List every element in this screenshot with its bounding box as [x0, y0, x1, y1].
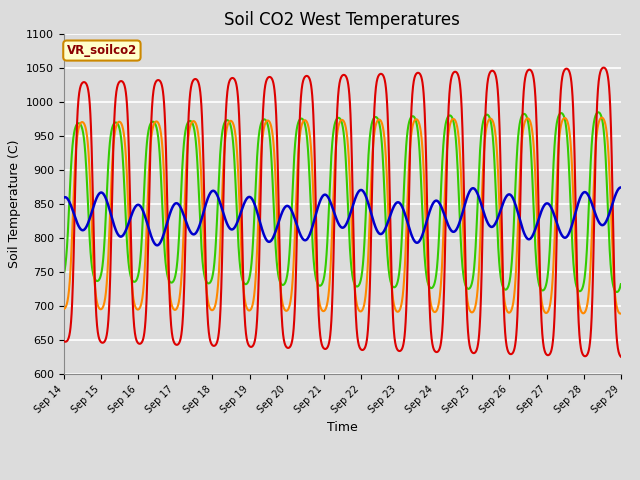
Title: Soil CO2 West Temperatures: Soil CO2 West Temperatures: [225, 11, 460, 29]
TCW_2: [124, 186, 131, 192]
TCW_3: [124, 247, 131, 253]
TCW_3: [298, 116, 305, 121]
TCW_1: [617, 354, 625, 360]
TCW_4: [274, 222, 282, 228]
TCW_3: [60, 271, 68, 276]
Y-axis label: Soil Temperature (C): Soil Temperature (C): [8, 140, 20, 268]
TCW_2: [274, 226, 282, 231]
TCW_2: [617, 311, 625, 316]
TCW_1: [124, 110, 131, 116]
TCW_3: [606, 253, 614, 259]
TCW_4: [606, 209, 614, 215]
TCW_4: [154, 242, 161, 248]
TCW_3: [617, 281, 625, 287]
TCW_4: [60, 195, 68, 201]
TCW_3: [274, 267, 282, 273]
TCW_1: [600, 65, 607, 71]
TCW_2: [60, 306, 68, 312]
X-axis label: Time: Time: [327, 421, 358, 434]
TCW_3: [595, 109, 602, 115]
TCW_1: [60, 338, 68, 344]
TCW_1: [298, 86, 305, 92]
TCW_1: [157, 79, 164, 84]
TCW_1: [546, 351, 554, 357]
TCW_3: [546, 244, 554, 250]
TCW_2: [546, 303, 554, 309]
Line: TCW_1: TCW_1: [64, 68, 621, 357]
TCW_1: [274, 152, 282, 158]
Line: TCW_4: TCW_4: [64, 187, 621, 245]
TCW_4: [124, 223, 131, 229]
TCW_2: [616, 311, 624, 316]
Line: TCW_3: TCW_3: [64, 112, 621, 292]
TCW_4: [298, 235, 306, 240]
TCW_2: [298, 122, 305, 128]
TCW_3: [157, 166, 164, 171]
Line: TCW_2: TCW_2: [64, 118, 621, 313]
TCW_4: [546, 203, 554, 208]
TCW_4: [157, 239, 164, 245]
TCW_2: [157, 128, 164, 133]
TCW_1: [606, 100, 614, 106]
TCW_2: [598, 115, 605, 120]
TCW_4: [617, 184, 625, 190]
TCW_2: [606, 184, 614, 190]
Text: VR_soilco2: VR_soilco2: [67, 44, 137, 57]
TCW_3: [613, 289, 621, 295]
